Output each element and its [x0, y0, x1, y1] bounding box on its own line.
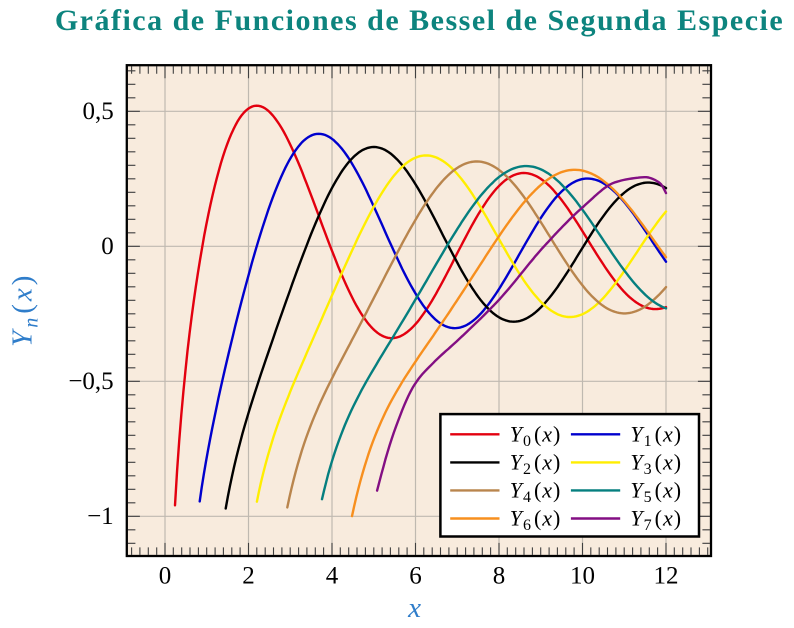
svg-text:−0,5: −0,5	[68, 368, 113, 395]
svg-text:0,5: 0,5	[82, 98, 113, 125]
svg-text:12: 12	[654, 563, 679, 590]
svg-text:−1: −1	[87, 503, 114, 530]
svg-text:x: x	[407, 592, 421, 624]
svg-text:Y7(x): Y7(x)	[630, 506, 682, 535]
svg-text:Yn(x): Yn(x)	[7, 273, 43, 347]
svg-text:Y5(x): Y5(x)	[630, 477, 682, 506]
svg-text:6: 6	[409, 563, 422, 590]
svg-text:10: 10	[570, 563, 595, 590]
svg-text:2: 2	[242, 563, 255, 590]
svg-text:Y1(x): Y1(x)	[630, 421, 682, 450]
svg-text:0: 0	[159, 563, 172, 590]
svg-text:Gráfica de Funciones de Bessel: Gráfica de Funciones de Bessel de Segund…	[55, 4, 784, 37]
svg-text:4: 4	[326, 563, 339, 590]
svg-text:Y3(x): Y3(x)	[630, 449, 682, 478]
svg-text:Y2(x): Y2(x)	[510, 449, 562, 478]
svg-text:Y6(x): Y6(x)	[510, 506, 562, 535]
svg-text:0: 0	[101, 233, 114, 260]
svg-text:8: 8	[493, 563, 506, 590]
svg-text:Y4(x): Y4(x)	[510, 477, 562, 506]
svg-text:Y0(x): Y0(x)	[510, 421, 562, 450]
